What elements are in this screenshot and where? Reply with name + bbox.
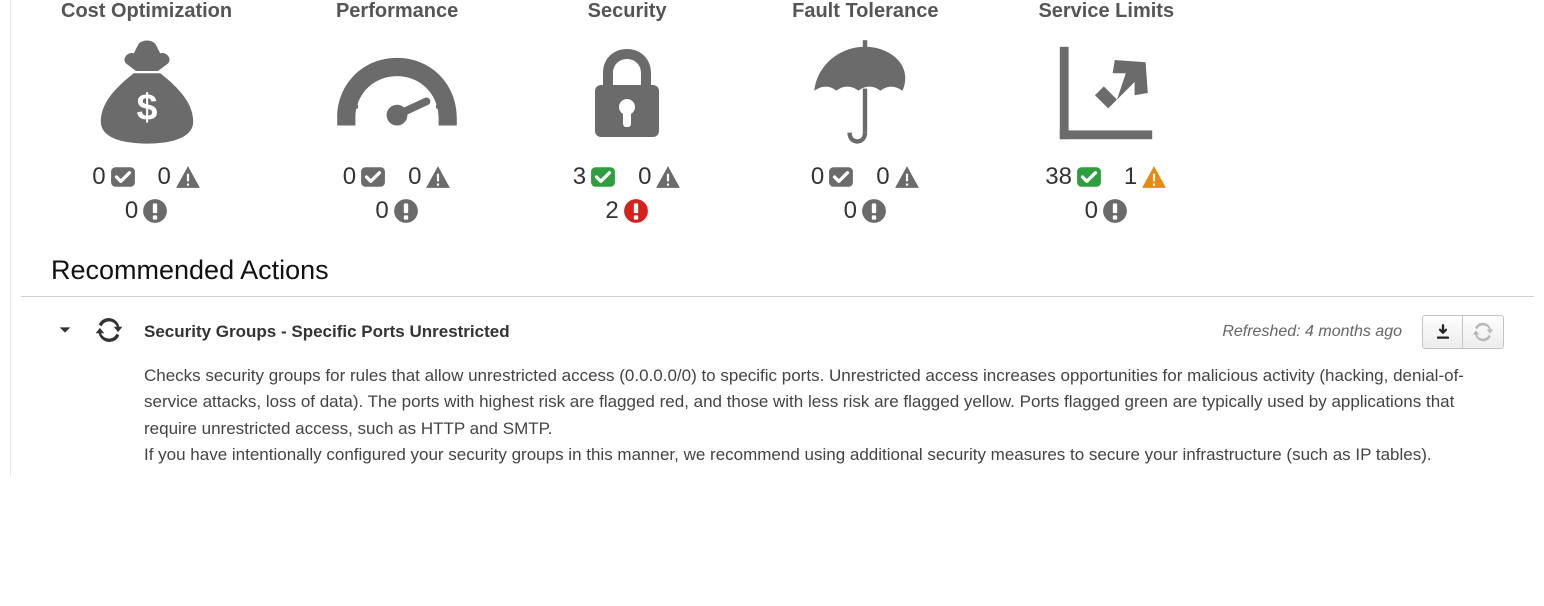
umbrella-icon	[800, 33, 930, 153]
category-title: Security	[588, 0, 667, 23]
warn-count-item: 0	[158, 163, 201, 191]
gauge-icon	[332, 33, 462, 153]
action-title: Security Groups - Specific Ports Unrestr…	[144, 322, 510, 342]
warn-count: 0	[408, 163, 421, 191]
action-description: Checks security groups for rules that al…	[144, 363, 1504, 468]
recommended-actions-title: Recommended Actions	[21, 245, 1534, 297]
category-fault-tolerance[interactable]: Fault Tolerance 0 0 0	[792, 0, 938, 225]
refreshed-label: Refreshed: 4 months ago	[1222, 323, 1402, 341]
action-description-p2: If you have intentionally configured you…	[144, 442, 1504, 468]
check-icon	[360, 164, 386, 190]
status-row-2: 0	[125, 197, 168, 225]
warning-icon	[425, 164, 451, 190]
err-count: 0	[1085, 197, 1098, 225]
action-button-group	[1422, 315, 1504, 349]
download-button[interactable]	[1423, 316, 1463, 348]
warn-count: 0	[158, 163, 171, 191]
expand-caret-icon[interactable]	[56, 321, 74, 339]
err-count: 0	[375, 197, 388, 225]
warn-count: 1	[1124, 163, 1137, 191]
refresh-button[interactable]	[1463, 316, 1503, 348]
err-count-item: 0	[125, 197, 168, 225]
money-bag-icon	[82, 33, 212, 153]
check-icon	[828, 164, 854, 190]
error-icon	[861, 198, 887, 224]
category-service-limits[interactable]: Service Limits 38 1 0	[1038, 0, 1174, 225]
check-icon	[1076, 164, 1102, 190]
status-row: 0 0	[92, 163, 201, 191]
category-title: Service Limits	[1038, 0, 1174, 23]
err-count: 2	[605, 197, 618, 225]
warning-icon	[894, 164, 920, 190]
ok-count: 0	[343, 163, 356, 191]
category-title: Fault Tolerance	[792, 0, 938, 23]
action-description-p1: Checks security groups for rules that al…	[144, 363, 1504, 442]
category-cost-optimization[interactable]: Cost Optimization 0 0 0	[61, 0, 232, 225]
chart-up-icon	[1041, 33, 1171, 153]
warning-icon	[1141, 164, 1167, 190]
warn-count: 0	[876, 163, 889, 191]
err-count: 0	[844, 197, 857, 225]
ok-count: 38	[1045, 163, 1072, 191]
check-icon	[590, 164, 616, 190]
ok-count-item: 0	[92, 163, 135, 191]
warning-icon	[655, 164, 681, 190]
category-title: Performance	[336, 0, 458, 23]
status-row: 0 0	[343, 163, 452, 191]
category-title: Cost Optimization	[61, 0, 232, 23]
refresh-icon[interactable]	[94, 315, 124, 345]
category-summary-row: Cost Optimization 0 0 0	[21, 0, 1534, 245]
action-row: Security Groups - Specific Ports Unrestr…	[21, 307, 1534, 476]
err-count: 0	[125, 197, 138, 225]
category-security[interactable]: Security 3 0 2	[562, 0, 692, 225]
error-icon	[1102, 198, 1128, 224]
warning-icon	[175, 164, 201, 190]
error-icon	[623, 198, 649, 224]
error-icon	[393, 198, 419, 224]
warn-count: 0	[638, 163, 651, 191]
check-icon	[110, 164, 136, 190]
error-icon	[142, 198, 168, 224]
ok-count: 3	[573, 163, 586, 191]
ok-count: 0	[92, 163, 105, 191]
ok-count: 0	[811, 163, 824, 191]
lock-icon	[562, 33, 692, 153]
category-performance[interactable]: Performance 0 0 0	[332, 0, 462, 225]
